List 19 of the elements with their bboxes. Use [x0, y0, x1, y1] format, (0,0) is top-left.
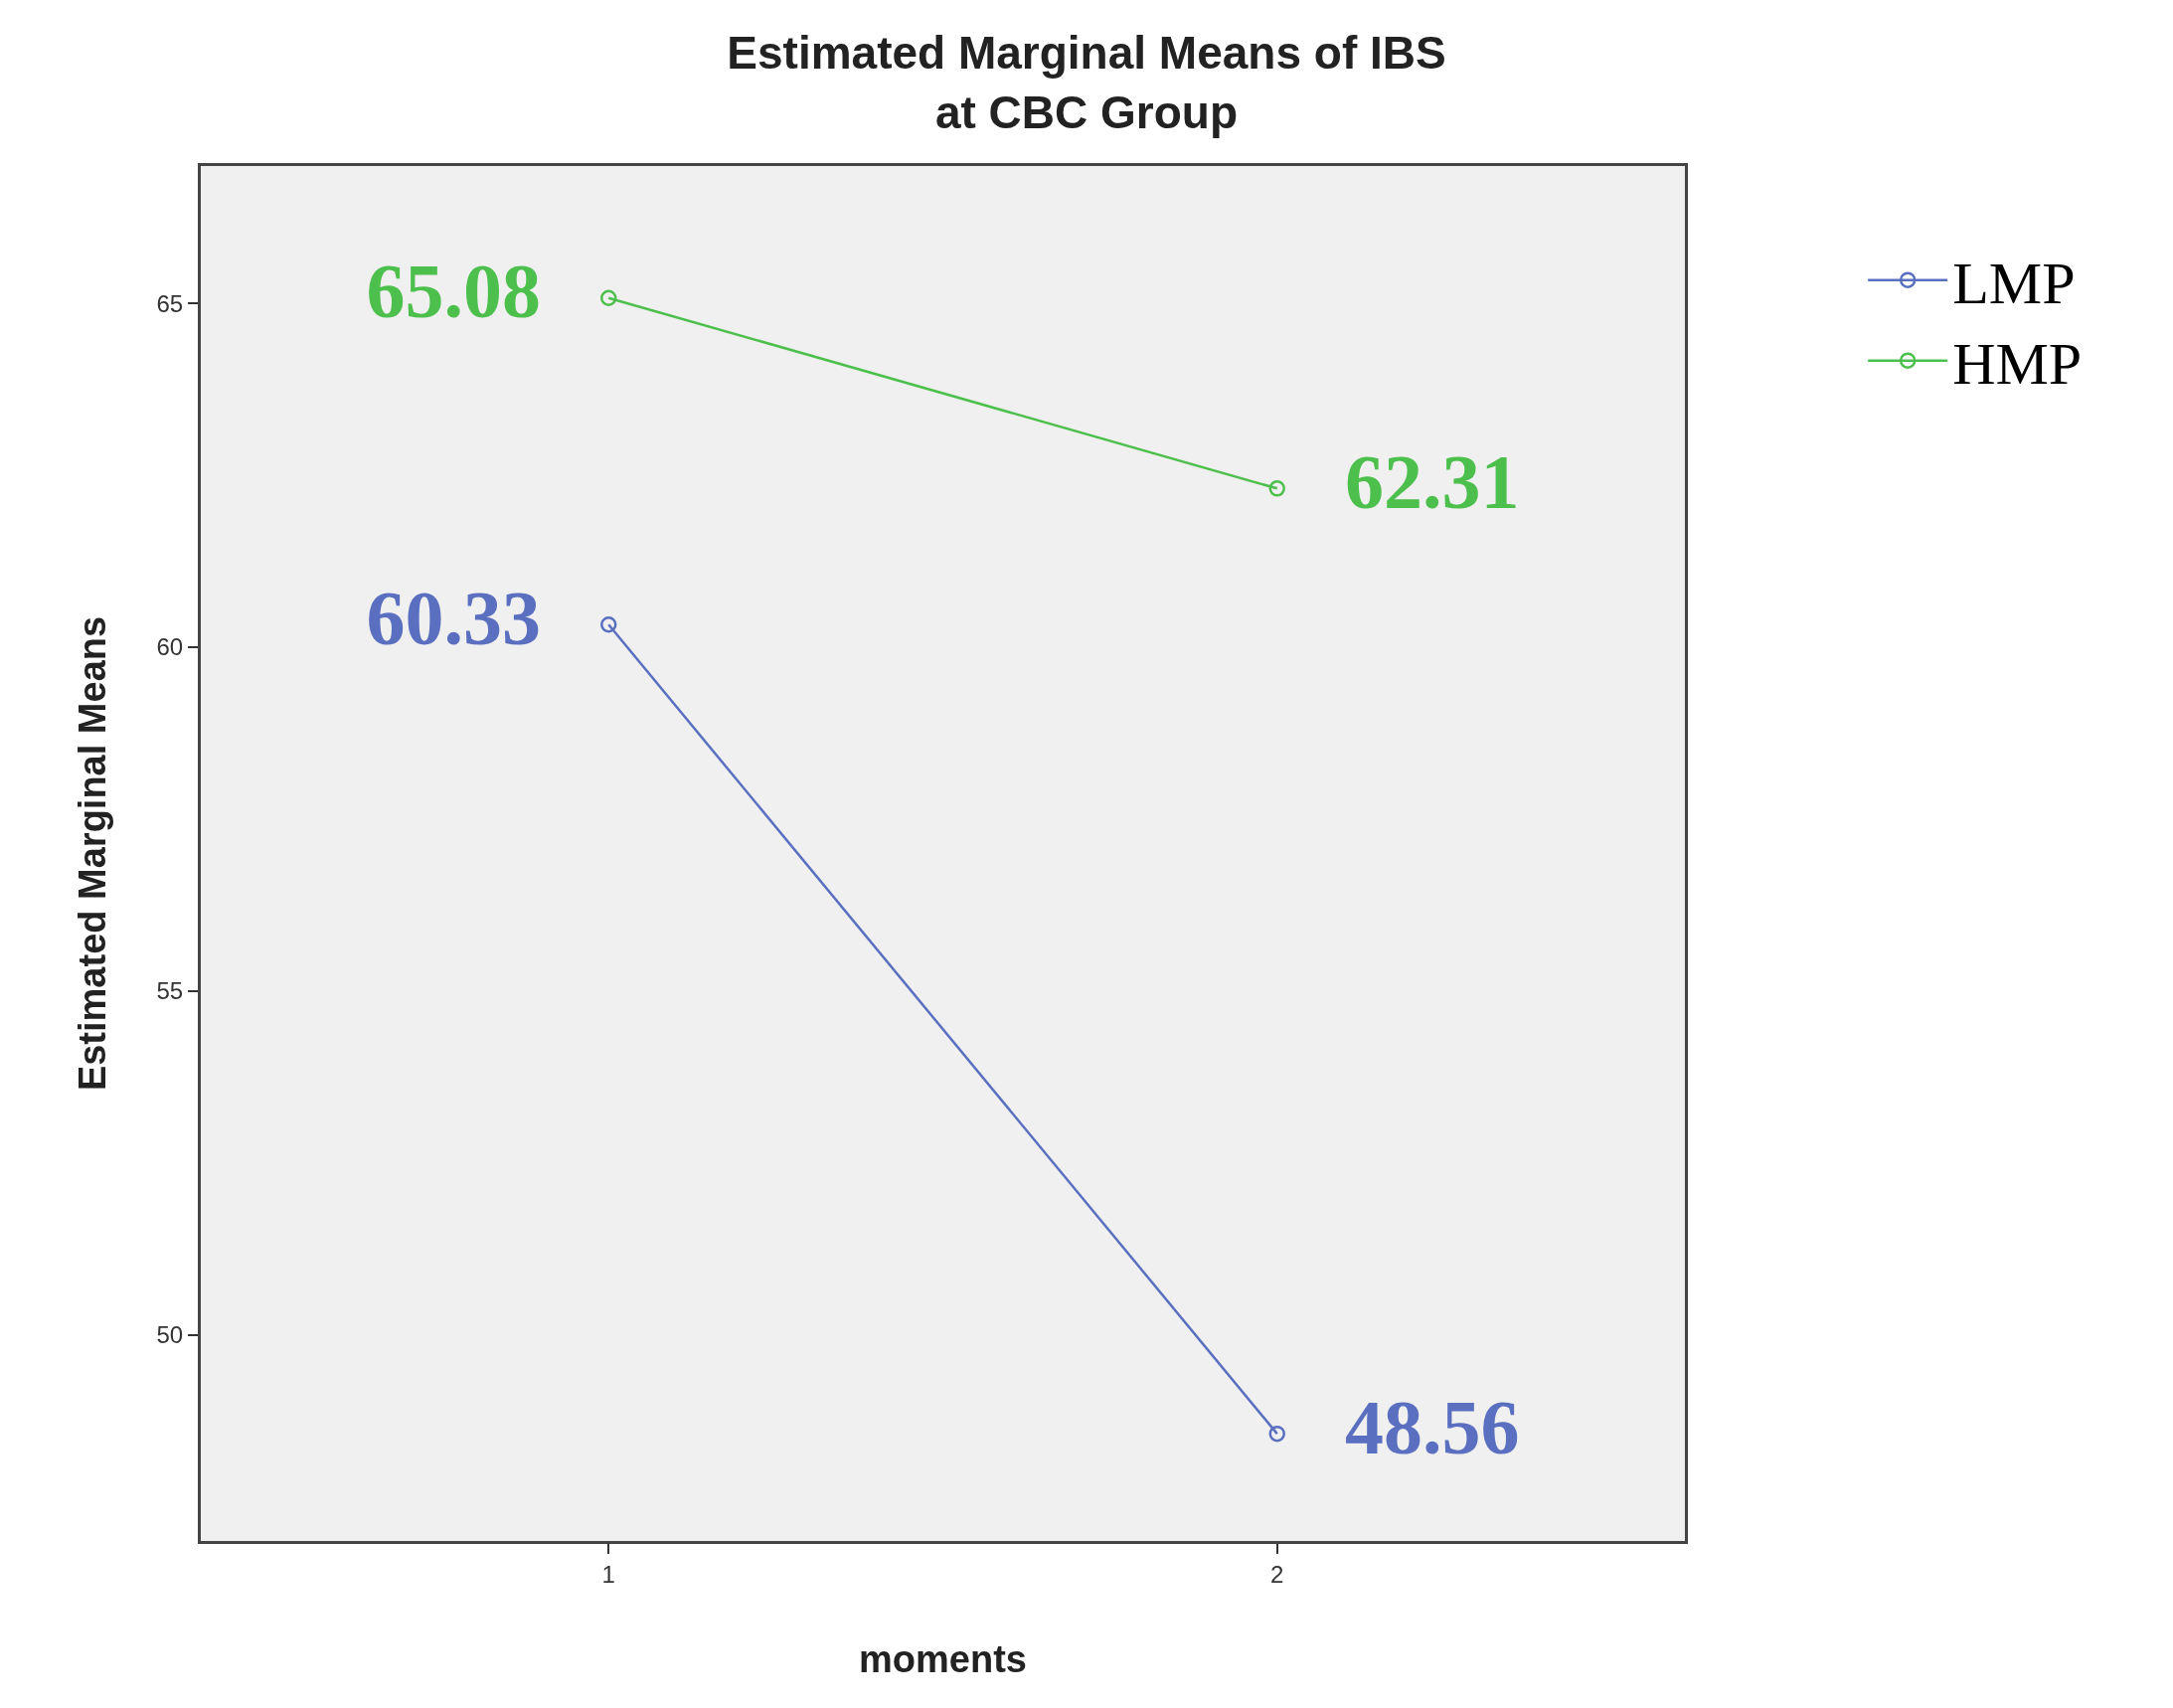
y-tick-label: 50: [156, 1320, 184, 1348]
x-tick-label: 2: [1270, 1560, 1284, 1588]
y-tick-label: 65: [156, 289, 184, 317]
y-tick-label: 60: [156, 633, 184, 661]
x-tick-label: 1: [601, 1560, 615, 1588]
data-label: 60.33: [307, 574, 599, 661]
point: [600, 289, 617, 307]
data-label: 48.56: [1286, 1383, 1579, 1470]
legend-label: HMP: [1952, 331, 2083, 398]
data-label: 62.31: [1286, 437, 1579, 525]
point: [1268, 480, 1286, 497]
x-axis-title: moments: [859, 1637, 1027, 1680]
y-tick-label: 55: [156, 977, 184, 1005]
y-axis-title: Estimated Marginal Means: [71, 615, 113, 1092]
point: [600, 615, 617, 633]
data-label: 65.08: [307, 248, 599, 335]
point: [1268, 1425, 1286, 1443]
legend-label: LMP: [1952, 251, 2076, 317]
chart-title: Estimated Marginal Means of IBS at CBC Group: [727, 26, 1446, 138]
